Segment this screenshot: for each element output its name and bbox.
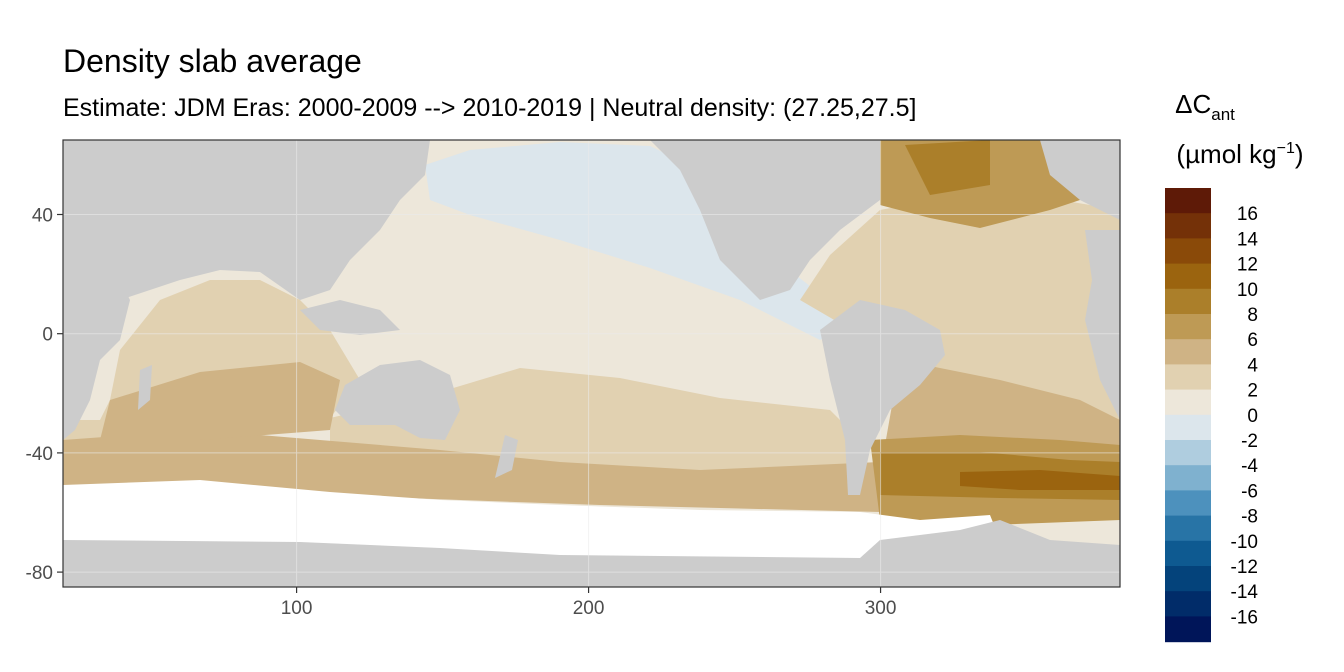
chart-title: Density slab average	[63, 43, 362, 79]
legend-bin	[1165, 213, 1211, 239]
legend-label: -16	[1231, 607, 1258, 628]
region-irminger-core	[905, 140, 990, 195]
legend: ΔCant (µmol kg−1) 16 14 12 10 8 6 4 2 0 -2 -4 -6 -8 -…	[1165, 89, 1304, 643]
legend-bin	[1165, 515, 1211, 542]
legend-bin	[1165, 263, 1211, 290]
legend-label: 10	[1237, 280, 1258, 301]
land-antarctica	[63, 520, 1120, 587]
legend-bin	[1165, 389, 1211, 416]
legend-bin	[1165, 238, 1211, 265]
y-tick-label: -80	[26, 563, 53, 584]
legend-bin	[1165, 465, 1211, 491]
legend-bin	[1165, 288, 1211, 315]
legend-label: 4	[1247, 355, 1258, 376]
legend-bin	[1165, 616, 1211, 643]
legend-title: ΔCant	[1175, 89, 1235, 124]
region-indian-south	[100, 362, 340, 440]
legend-bin	[1165, 339, 1211, 365]
land-madagascar	[138, 365, 152, 410]
land-australia	[335, 360, 460, 440]
x-tick-label: 100	[281, 598, 313, 619]
y-tick-label: 0	[42, 325, 53, 346]
legend-label: -8	[1241, 507, 1258, 528]
map-panel	[63, 140, 1120, 587]
land-west-africa	[1085, 230, 1120, 420]
land-africa	[63, 260, 130, 440]
legend-bin	[1165, 414, 1211, 441]
region-south-pacific	[330, 368, 860, 478]
legend-bin	[1165, 364, 1211, 391]
legend-label: -12	[1231, 557, 1258, 578]
region-sa-core	[960, 470, 1120, 490]
legend-label: -4	[1241, 456, 1258, 477]
legend-bin	[1165, 440, 1211, 466]
legend-label: 0	[1247, 406, 1258, 427]
legend-bin	[1165, 540, 1211, 567]
legend-label: -6	[1241, 481, 1258, 502]
land-new-zealand	[495, 435, 518, 478]
y-tick-label: -40	[26, 444, 53, 465]
panel-border	[62, 139, 1121, 588]
legend-label: 12	[1237, 255, 1258, 276]
legend-label: 6	[1247, 330, 1258, 351]
region-antarctic-nodata	[63, 480, 1000, 560]
region-north-atlantic	[800, 195, 1120, 420]
x-axis: 100 200 300	[281, 587, 897, 619]
legend-label: -10	[1231, 532, 1258, 553]
region-north-pacific-subpolar	[425, 142, 840, 340]
y-axis: 40 0 -40 -80	[26, 206, 63, 584]
legend-label: 14	[1237, 229, 1259, 250]
x-tick-label: 200	[573, 598, 605, 619]
land-asia	[63, 140, 430, 340]
legend-bin	[1165, 188, 1211, 214]
grid-lines	[63, 140, 1120, 587]
x-tick-label: 300	[865, 598, 897, 619]
legend-label: 16	[1237, 204, 1258, 225]
chart-subtitle: Estimate: JDM Eras: 2000-2009 --> 2010-2…	[63, 94, 917, 122]
legend-units: (µmol kg−1)	[1176, 139, 1303, 169]
land-north-america	[650, 140, 880, 300]
legend-bin	[1165, 591, 1211, 617]
legend-label: 2	[1247, 381, 1258, 402]
land-indonesia	[300, 300, 400, 335]
land-greenland	[1040, 140, 1120, 220]
legend-bin	[1165, 314, 1211, 340]
legend-bin	[1165, 566, 1211, 592]
legend-label: -14	[1231, 582, 1259, 603]
legend-label: 8	[1247, 305, 1258, 326]
legend-bin	[1165, 490, 1211, 517]
land-south-america	[820, 300, 945, 495]
legend-label: -2	[1241, 431, 1258, 452]
land-masses	[63, 140, 1120, 587]
y-tick-label: 40	[32, 206, 53, 227]
